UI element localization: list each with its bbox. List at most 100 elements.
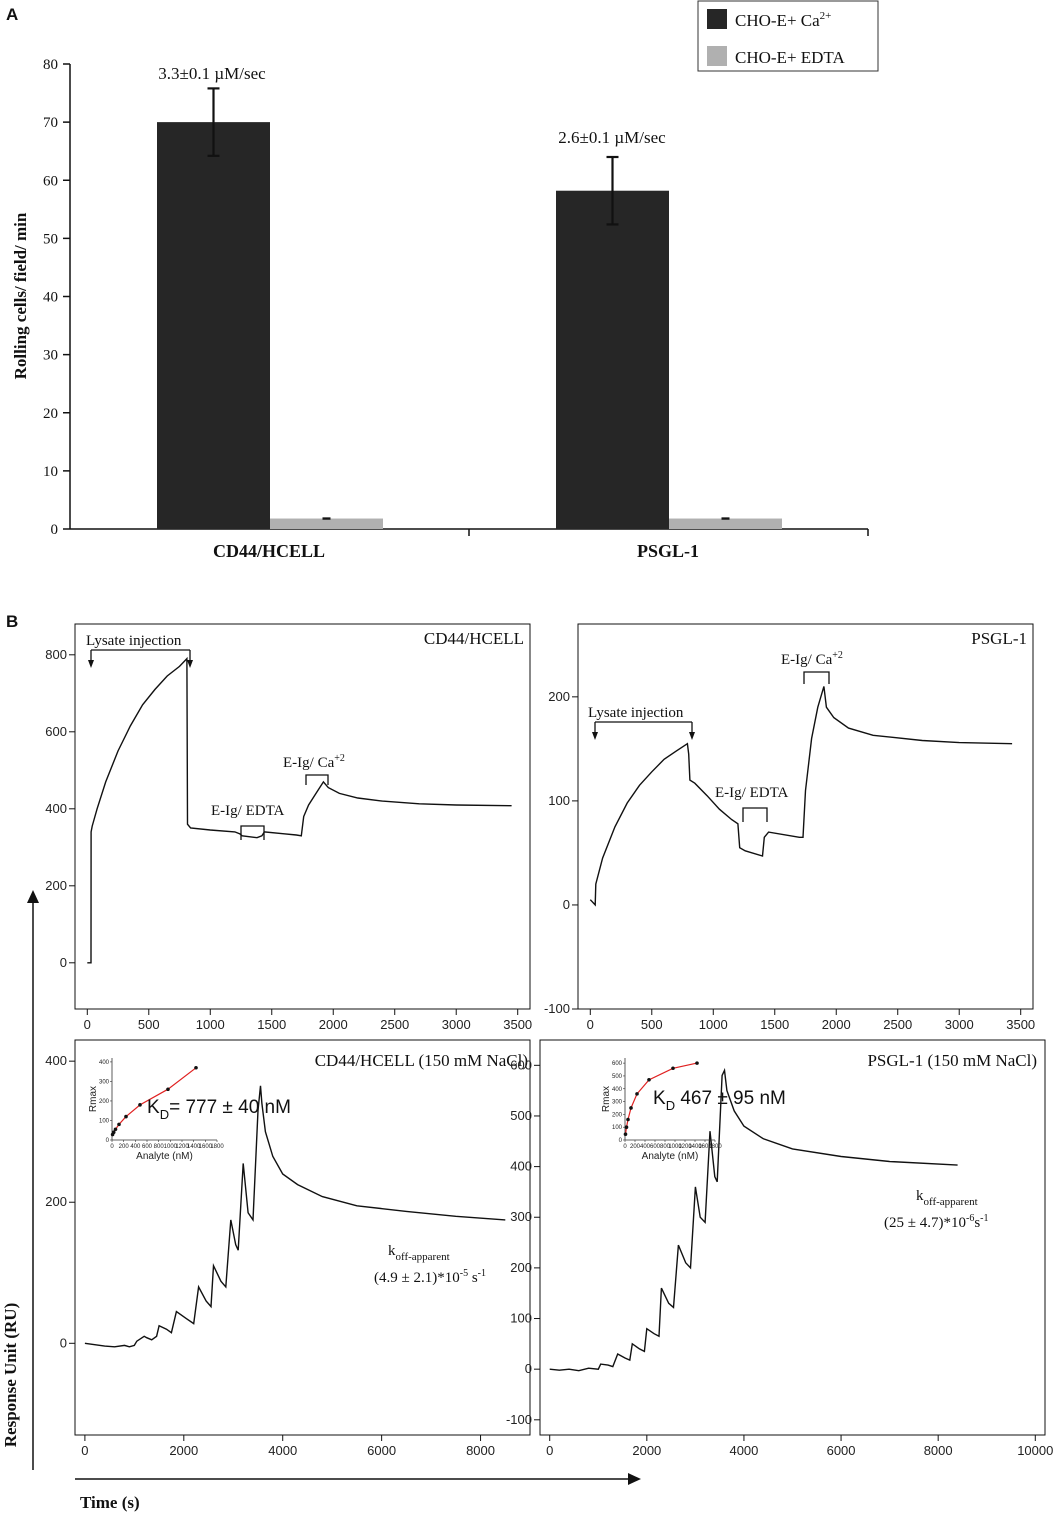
b2-title: PSGL-1 [971,629,1027,648]
b4-ticks: 0 2000 4000 6000 8000 10000-10001002003004005… [506,1057,1053,1458]
inset-x-tick-label: 600 [142,1144,153,1150]
panel-a-y-ticks: 0 10 20 30 40 50 60 70 80 [43,57,70,538]
panel-b-letter: B [6,612,18,631]
b2-lysate-arrow-icon [592,732,598,740]
x-tick-label: 1000 [196,1017,225,1032]
inset-x-tick-label: 1000 [668,1144,682,1150]
legend-swatch-edta [707,46,727,66]
y-tick-label: 0 [51,522,59,538]
b2-edta-label: E-Ig/ EDTA [715,785,789,801]
x-tick-label: 3000 [442,1017,471,1032]
y-tick-label: 70 [43,115,58,131]
y-tick-label: -100 [544,1001,570,1016]
y-tick-label: 400 [45,1053,67,1068]
y-tick-label: 100 [510,1311,532,1326]
inset-data-point [623,1132,628,1137]
b4-inset-plot: 0 200 400 600 800100012001400160018000100200… [601,1058,786,1162]
b1-title: CD44/HCELL [424,629,524,648]
inset-y-axis-title: Rmax [88,1086,99,1112]
b4-title: PSGL-1 (150 mM NaCl) [867,1051,1037,1070]
inset-y-tick-label: 600 [612,1061,623,1067]
inset-data-point [671,1066,675,1071]
inset-y-tick-label: 0 [619,1138,623,1144]
x-tick-label: 1000 [699,1017,728,1032]
inset-x-tick-label: 1800 [708,1144,722,1150]
inset-x-tick-label: 600 [650,1144,661,1150]
inset-x-tick-label: 1000 [164,1144,178,1150]
panel-b4-psgl1-nacl-sensorgram: PSGL-1 (150 mM NaCl) 0 2000 4000 6000 8000 10… [506,1039,1053,1458]
b4-koff-label: koff-apparent [916,1188,978,1208]
y-tick-label: 0 [60,955,67,970]
inset-y-tick-label: 500 [612,1074,623,1080]
inset-data-point [647,1077,651,1082]
inset-data-point [113,1127,118,1132]
b1-ca-label: E-Ig/ Ca+2 [283,753,345,771]
panel-a-bar-chart: 0 10 20 30 40 50 60 70 80 Rolling cells/ field/ … [11,0,879,561]
b2-ca-bracket [803,671,830,684]
x-tick-label: 4000 [729,1443,758,1458]
panel-a-category-label: PSGL-1 [637,541,699,561]
y-tick-label: 600 [45,724,67,739]
b1-edta-label: E-Ig/ EDTA [211,803,285,819]
x-tick-label: 0 [81,1443,88,1458]
x-tick-label: 3500 [503,1017,532,1032]
inset-y-tick-label: 400 [99,1060,110,1066]
panel-b1-cd44-sensorgram: CD44/HCELL 0 500 1000 1500 2000 2500 3000 35000… [45,623,532,1032]
legend-box [697,0,879,72]
inset-x-tick-label: 400 [640,1144,651,1150]
b1-lysate-label: Lysate injection [86,633,182,649]
y-tick-label: 500 [510,1108,532,1123]
x-tick-label: 8000 [924,1443,953,1458]
inset-y-tick-label: 200 [612,1112,623,1118]
panel-a-y-axis-title: Rolling cells/ field/ min [11,212,30,379]
x-tick-label: 8000 [466,1443,495,1458]
panel-a-legend: CHO-E+ Ca2+ CHO-E+ EDTA [697,0,879,72]
shared-y-axis-title: Response Unit (RU) [1,1303,20,1448]
x-tick-label: 1500 [257,1017,286,1032]
y-tick-label: 600 [510,1057,532,1072]
x-tick-label: 2000 [632,1443,661,1458]
inset-y-tick-label: 100 [99,1118,110,1124]
inset-x-tick-label: 400 [130,1144,141,1150]
inset-x-tick-label: 800 [154,1144,165,1150]
inset-data-point [635,1092,639,1096]
y-tick-label: 200 [548,689,570,704]
inset-x-axis-title: Analyte (nM) [136,1151,193,1162]
inset-data-point [111,1130,116,1134]
y-tick-label: 400 [45,801,67,816]
inset-y-tick-label: 300 [99,1079,110,1085]
y-tick-label: 100 [548,793,570,808]
b3-curve [84,1085,506,1348]
x-tick-label: 3000 [945,1017,974,1032]
b4-koff-value: (25 ± 4.7)*10-6s-1 [884,1213,989,1231]
x-tick-label: 2000 [169,1443,198,1458]
panel-a-letter: A [6,5,18,24]
b2-ca-label: E-Ig/ Ca+2 [781,650,843,668]
x-tick-label: 0 [546,1443,553,1458]
x-tick-label: 0 [587,1017,594,1032]
bar [556,190,669,529]
inset-x-axis-title: Analyte (nM) [642,1151,699,1162]
y-tick-label: 300 [510,1209,532,1224]
shared-x-axis-title: Time (s) [80,1493,140,1512]
legend-label-edta: CHO-E+ EDTA [735,48,845,67]
b1-ca-bracket [305,774,329,785]
b4-curve [549,1067,958,1372]
b2-curve [589,686,1013,907]
panel-a-speed-annotation: 2.6±0.1 µM/sec [558,128,666,147]
bar [669,518,782,529]
x-tick-label: 2500 [883,1017,912,1032]
y-tick-label: 200 [45,1194,67,1209]
panel-a-category-label: CD44/HCELL [213,541,325,561]
b3-inset-plot: 0 200 400 600 800 100012001400160018000100200… [88,1058,291,1162]
inset-x-tick-label: 1800 [210,1144,224,1150]
panel-b3-cd44-nacl-sensorgram: CD44/HCELL (150 mM NaCl) 0 2000 4000 6000 80… [45,1039,531,1458]
inset-x-tick-label: 200 [119,1144,130,1150]
inset-data-point [194,1065,198,1070]
x-tick-label: 2500 [380,1017,409,1032]
b2-edta-bracket [742,807,768,822]
x-tick-label: 3500 [1006,1017,1035,1032]
b1-lysate-arrow-icon [88,660,94,668]
b2-ticks: 0 500 1000 1500 2000 2500 3000 3500 -100 0 100 200 [544,689,1035,1032]
